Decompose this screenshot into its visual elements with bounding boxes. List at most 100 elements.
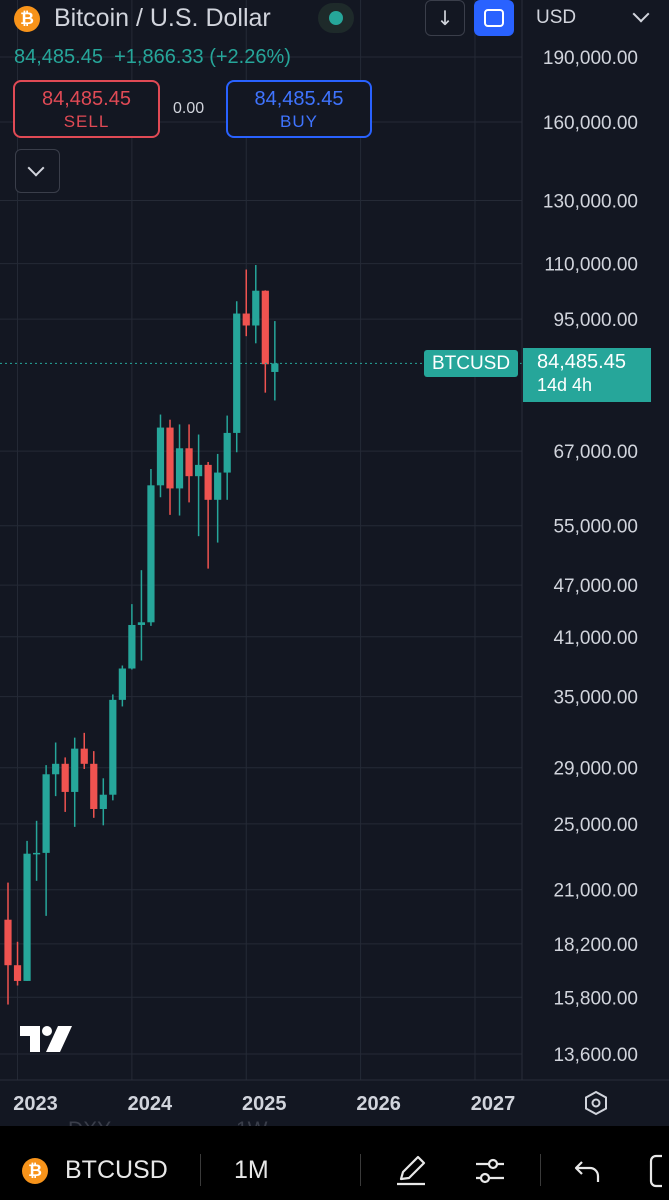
candle[interactable]: [147, 469, 155, 626]
candle[interactable]: [4, 882, 12, 1005]
y-tick-label: 110,000.00: [544, 255, 638, 276]
undo-icon[interactable]: [572, 1156, 602, 1186]
settings-hexagon-icon[interactable]: [583, 1090, 609, 1116]
buy-price: 84,485.45: [254, 88, 344, 110]
candle[interactable]: [61, 757, 69, 812]
candle[interactable]: [137, 570, 146, 661]
candle-body: [32, 852, 41, 855]
candle[interactable]: [185, 424, 193, 503]
last-price: 84,485.45: [14, 46, 103, 68]
candle-body: [80, 748, 88, 764]
candle-body: [185, 448, 193, 477]
candle[interactable]: [204, 461, 212, 569]
candle[interactable]: [52, 742, 60, 797]
divider: [360, 1154, 361, 1186]
candle[interactable]: [156, 414, 165, 498]
y-tick-label: 21,000.00: [553, 881, 638, 902]
candle[interactable]: [42, 765, 50, 916]
sliders-icon[interactable]: [473, 1154, 507, 1188]
price-change: +1,866.33: [114, 46, 204, 68]
collapse-legend-button[interactable]: [15, 149, 60, 193]
x-tick-label: 2023: [13, 1093, 58, 1115]
draw-pen-icon[interactable]: [393, 1152, 429, 1188]
fullscreen-button[interactable]: [474, 0, 514, 36]
candle-body: [204, 464, 212, 500]
download-button[interactable]: ↓: [425, 0, 465, 36]
candle[interactable]: [271, 321, 279, 401]
buy-button[interactable]: 84,485.45 BUY: [226, 80, 372, 138]
candle-body: [166, 427, 174, 489]
y-tick-label: 130,000.00: [543, 191, 638, 212]
sell-button[interactable]: 84,485.45 SELL: [13, 80, 160, 138]
candle-body: [99, 794, 107, 809]
symbol-title[interactable]: Bitcoin / U.S. Dollar: [54, 4, 271, 32]
y-tick-label: 29,000.00: [553, 759, 638, 780]
candle-body: [4, 919, 12, 966]
candle[interactable]: [32, 820, 41, 881]
candle-body: [52, 763, 60, 775]
candle[interactable]: [99, 778, 107, 826]
currency-select[interactable]: USD: [527, 0, 669, 38]
y-tick-label: 13,600.00: [553, 1045, 638, 1066]
bitcoin-icon: ₿: [14, 6, 40, 32]
current-price-value: 84,485.45: [537, 351, 626, 373]
symbol-price-label: BTCUSD: [424, 350, 518, 377]
spread-value: 0.00: [173, 100, 205, 117]
y-tick-label: 47,000.00: [553, 576, 638, 597]
candle-body: [214, 472, 222, 500]
price-chart[interactable]: 190,000.00 160,000.00 130,000.00 110,000.00…: [0, 0, 669, 1126]
y-tick-label: 160,000.00: [543, 113, 638, 134]
candle-body: [223, 432, 231, 473]
bitcoin-icon: ₿: [22, 1158, 48, 1184]
candle[interactable]: [90, 751, 98, 818]
candle-body: [175, 448, 184, 489]
candle[interactable]: [214, 453, 222, 543]
price-summary: 84,485.45 +1,866.33 (+2.26%): [14, 46, 291, 69]
y-tick-label: 25,000.00: [553, 815, 638, 836]
candle-body: [252, 290, 260, 326]
candle[interactable]: [223, 415, 231, 500]
candle-body: [109, 699, 117, 795]
candle[interactable]: [252, 265, 260, 344]
candle[interactable]: [195, 434, 203, 537]
bottom-toolbar: ₿ BTCUSD 1M: [0, 1126, 669, 1200]
candle-body: [261, 290, 269, 365]
candle[interactable]: [80, 732, 88, 770]
sell-label: SELL: [63, 112, 110, 131]
candle-body: [118, 668, 126, 700]
candle[interactable]: [118, 665, 126, 707]
candle[interactable]: [128, 604, 136, 670]
symbol-selector[interactable]: BTCUSD: [65, 1156, 168, 1184]
candle[interactable]: [13, 941, 22, 986]
download-icon: ↓: [436, 6, 454, 30]
candle-body: [233, 313, 241, 433]
x-tick-label: 2024: [128, 1093, 173, 1115]
fullscreen-icon[interactable]: [648, 1154, 669, 1188]
candle-body: [147, 485, 155, 623]
candle[interactable]: [23, 840, 31, 981]
sell-price: 84,485.45: [42, 88, 131, 110]
candle[interactable]: [109, 694, 117, 801]
candle-body: [71, 748, 79, 792]
candle-body: [42, 774, 50, 853]
candle[interactable]: [166, 419, 174, 515]
interval-selector[interactable]: 1M: [234, 1156, 269, 1184]
y-tick-label: 41,000.00: [553, 628, 638, 649]
divider: [200, 1154, 201, 1186]
y-tick-label: 35,000.00: [553, 688, 638, 709]
candle[interactable]: [175, 424, 184, 516]
y-tick-label: 67,000.00: [553, 442, 638, 463]
tradingview-logo: [20, 1026, 72, 1052]
candle[interactable]: [233, 301, 241, 453]
x-tick-label: 2026: [356, 1093, 401, 1115]
candle-body: [156, 427, 165, 486]
y-tick-label: 15,800.00: [553, 988, 638, 1009]
candle[interactable]: [242, 269, 250, 337]
market-status-icon[interactable]: [318, 3, 354, 33]
candle-body: [23, 853, 31, 981]
candle-body: [90, 763, 98, 809]
candle[interactable]: [71, 737, 79, 827]
candle[interactable]: [261, 290, 269, 393]
divider: [540, 1154, 541, 1186]
candle-body: [137, 622, 146, 625]
